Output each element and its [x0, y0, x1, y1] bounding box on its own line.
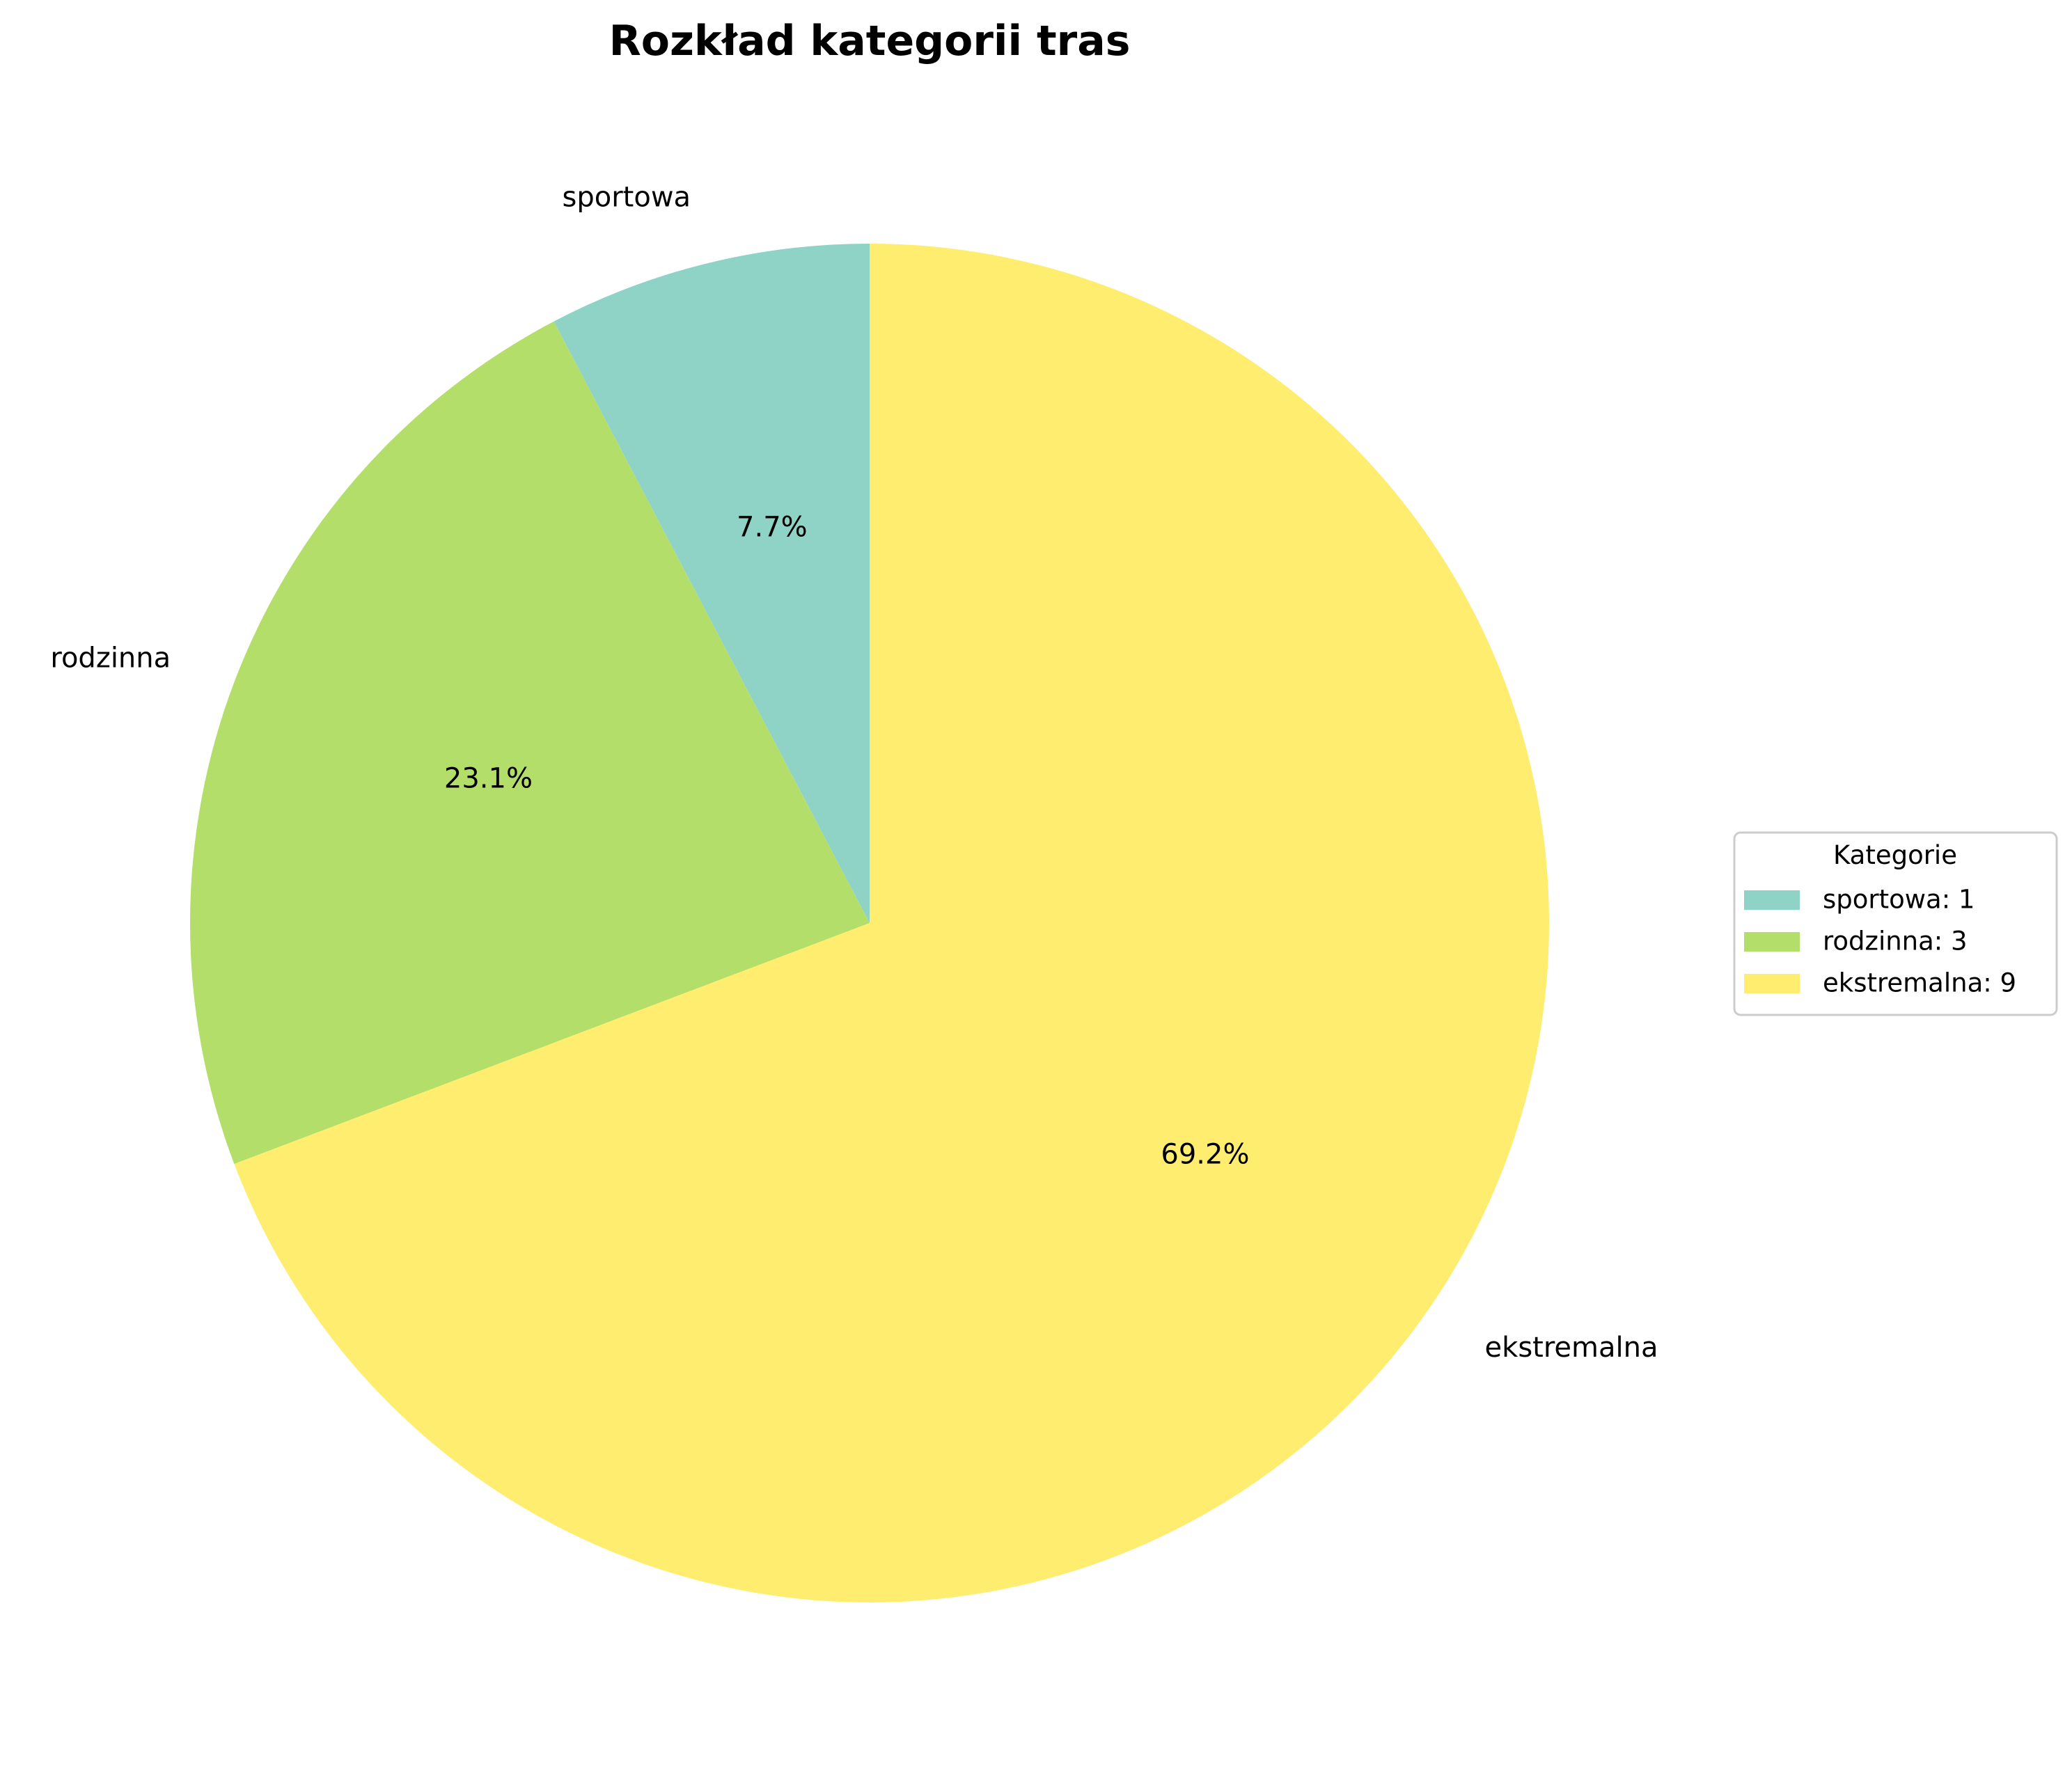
legend: Kategorie sportowa: 1 rodzinna: 3 ekstrema… [1733, 831, 2058, 1016]
pie-slice-rodzinna [189, 321, 870, 1165]
chart-title: Rozkład kategorii tras [609, 17, 1131, 65]
slice-label-ekstremalna: ekstremalna [1485, 1332, 1658, 1364]
legend-frame [1733, 831, 2058, 1016]
legend-title: Kategorie [1833, 840, 1957, 870]
legend-swatch-rodzinna [1744, 932, 1800, 952]
pie-slice-sportowa [554, 244, 870, 923]
pie-slice-ekstremalna [234, 244, 1549, 1602]
percent-label-rodzinna: 23.1% [444, 762, 533, 794]
slice-label-rodzinna: rodzinna [50, 642, 171, 674]
legend-swatch-sportowa [1744, 890, 1800, 910]
slice-labels: sportowa rodzinna ekstremalna [50, 182, 1658, 1364]
percent-label-ekstremalna: 69.2% [1161, 1139, 1249, 1171]
legend-entries: sportowa: 1 rodzinna: 3 ekstremalna: 9 [1744, 885, 2016, 998]
legend-label-rodzinna: rodzinna: 3 [1823, 927, 1968, 956]
legend-label-sportowa: sportowa: 1 [1823, 885, 1975, 915]
slice-label-sportowa: sportowa [563, 182, 691, 214]
legend-swatch-ekstremalna [1744, 974, 1800, 993]
percent-label-sportowa: 7.7% [737, 511, 808, 543]
pie-slices [189, 244, 1549, 1602]
percent-labels: 7.7% 23.1% 69.2% [444, 511, 1250, 1170]
legend-label-ekstremalna: ekstremalna: 9 [1823, 968, 2016, 998]
